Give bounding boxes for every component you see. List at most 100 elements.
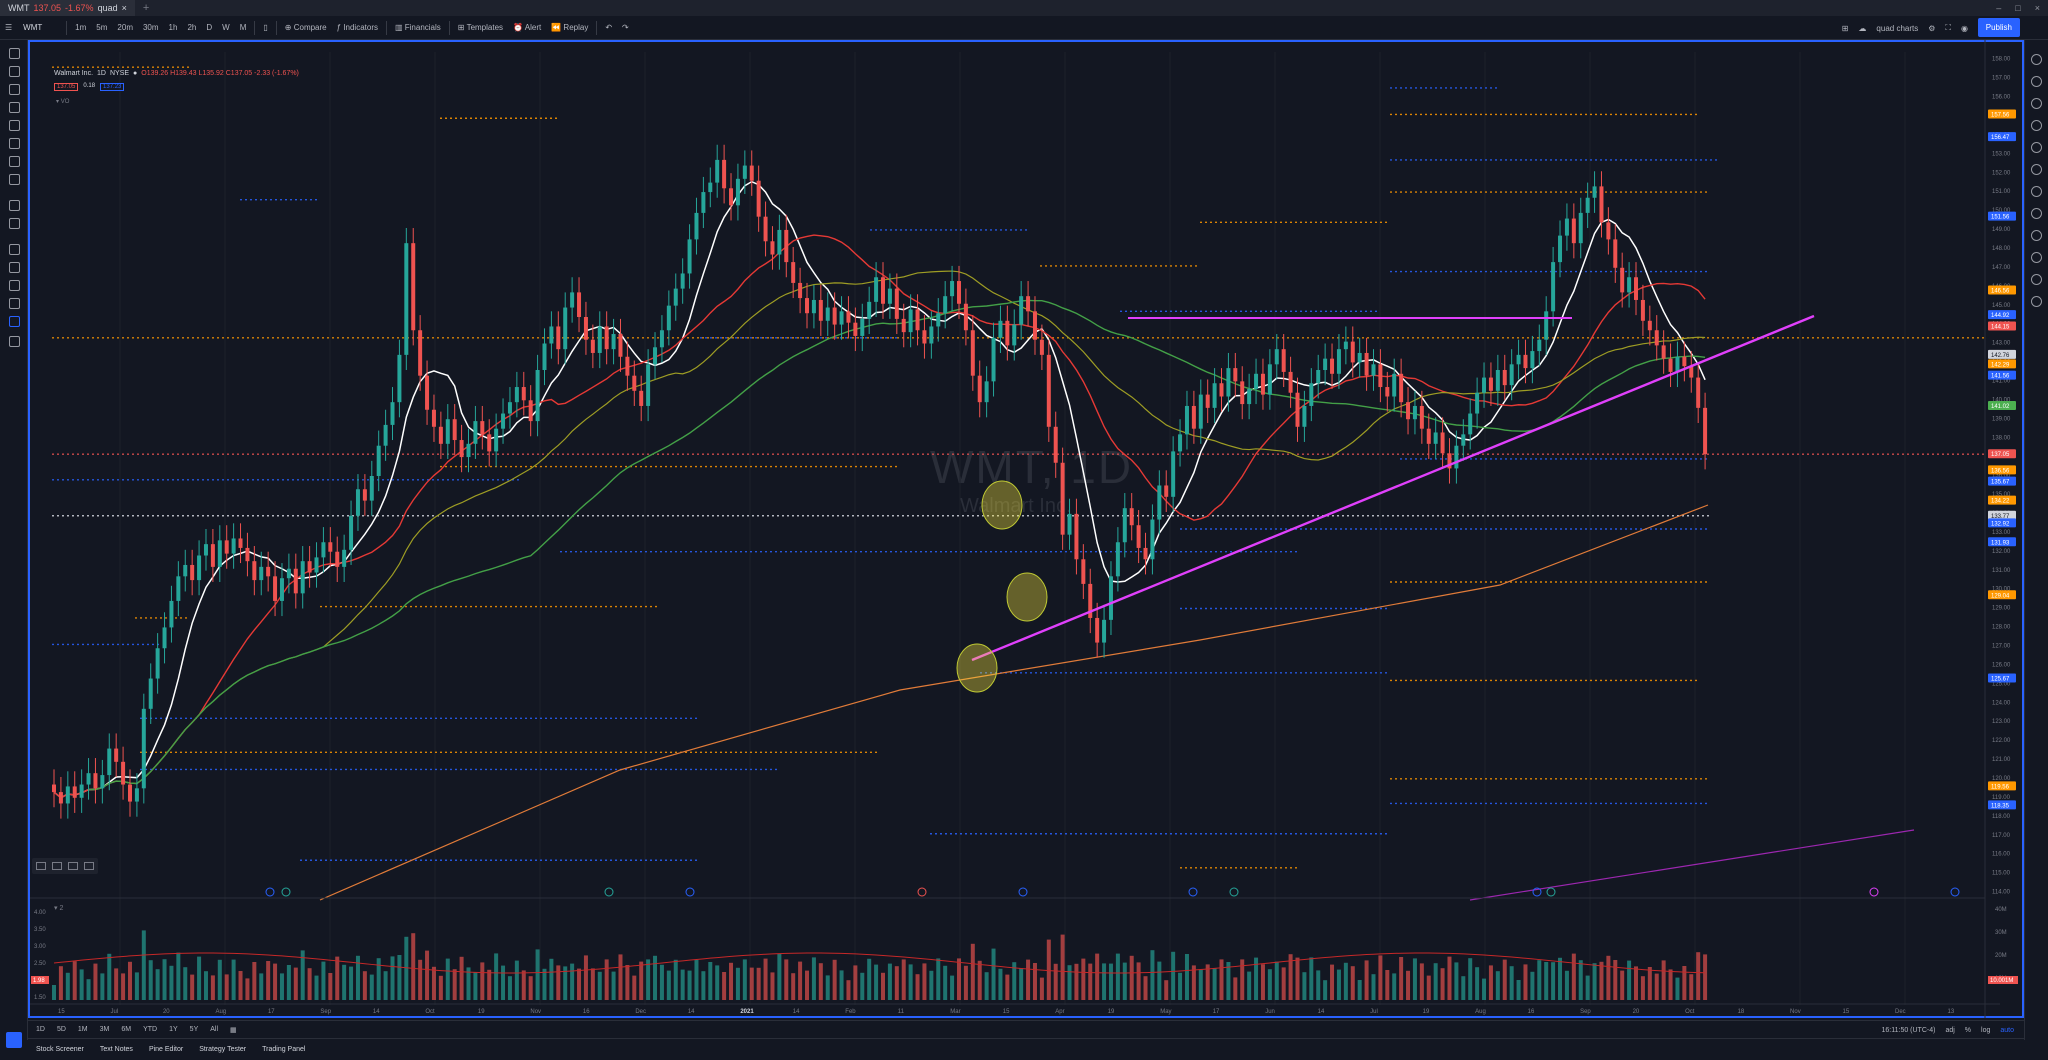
lock-icon[interactable] — [9, 280, 20, 291]
brush-icon[interactable] — [9, 102, 20, 113]
drag-icon[interactable] — [36, 862, 46, 870]
camera-icon[interactable]: ◉ — [1961, 23, 1968, 33]
notifications-icon[interactable] — [2031, 230, 2042, 241]
data-window-icon[interactable] — [2031, 98, 2042, 109]
trendline-icon[interactable] — [9, 66, 20, 77]
indicator-legend-toggle[interactable]: ▾ VO — [56, 99, 70, 105]
settings-icon[interactable]: ⚙ — [1928, 23, 1936, 33]
chart-tab[interactable]: WMT 137.05 -1.67% quad × — [0, 0, 135, 16]
streams-icon[interactable] — [2031, 186, 2042, 197]
hide-icon[interactable] — [9, 298, 20, 309]
tf-ytd[interactable]: YTD — [143, 1026, 158, 1033]
templates-button[interactable]: ⊞ Templates — [457, 23, 504, 32]
chats-icon[interactable] — [2031, 208, 2042, 219]
rect-icon[interactable] — [84, 862, 94, 870]
layout-grid-icon[interactable]: ⊞ — [1841, 23, 1849, 33]
price-tick: 121.00 — [1992, 757, 2011, 763]
tf-6m[interactable]: 6M — [121, 1026, 132, 1033]
magnet-icon[interactable] — [9, 244, 20, 255]
layout-name[interactable]: quad charts — [1876, 23, 1919, 33]
candle-type-icon[interactable]: ▯ — [263, 23, 268, 32]
tf-5y[interactable]: 5Y — [189, 1026, 199, 1033]
clock[interactable]: 16:11:50 (UTC-4) — [1881, 1026, 1936, 1034]
highlight-circle-2[interactable] — [1006, 572, 1048, 622]
window-close-icon[interactable]: × — [2034, 3, 2040, 13]
maximize-icon[interactable]: □ — [2015, 3, 2021, 13]
highlight-circle-3[interactable] — [956, 643, 998, 693]
new-tab-button[interactable]: + — [142, 2, 150, 14]
ask-button[interactable]: 137.23 — [100, 83, 125, 91]
tab-stock-screener[interactable]: Stock Screener — [36, 1046, 84, 1053]
date-range-icon[interactable]: ▦ — [230, 1026, 237, 1034]
calendar-icon[interactable] — [2031, 142, 2042, 153]
replay-button[interactable]: ⏪ Replay — [551, 23, 589, 32]
tf-all[interactable]: All — [210, 1026, 219, 1033]
highlight-circle-1[interactable] — [981, 480, 1023, 530]
tab-text-notes[interactable]: Text Notes — [99, 1046, 133, 1053]
bid-button[interactable]: 137.05 — [54, 83, 79, 91]
tf-5d[interactable]: 5D — [56, 1026, 66, 1033]
undo-icon[interactable]: ↶ — [605, 23, 613, 32]
dom-icon[interactable] — [2031, 274, 2042, 285]
drawings[interactable] — [956, 314, 1915, 901]
publish-button[interactable]: Publish — [1977, 18, 2020, 37]
alert-button[interactable]: ⏰ Alert — [513, 23, 542, 32]
indicators-button[interactable]: ƒ Indicators — [336, 23, 378, 32]
interval-2h[interactable]: 2h — [187, 23, 197, 32]
text-icon[interactable] — [9, 120, 20, 131]
tab-pine-editor[interactable]: Pine Editor — [148, 1046, 184, 1053]
trash-icon[interactable] — [9, 336, 20, 347]
lower-trendline[interactable] — [1469, 829, 1915, 901]
tab-strategy-tester[interactable]: Strategy Tester — [199, 1046, 247, 1053]
account-icon[interactable] — [6, 1032, 22, 1048]
lines-icon[interactable] — [52, 862, 62, 870]
symbol-search[interactable]: WMT — [23, 23, 43, 32]
adj-toggle[interactable]: adj — [1945, 1026, 1955, 1034]
signals-icon[interactable] — [2031, 296, 2042, 307]
eye-icon[interactable] — [9, 174, 20, 185]
ideas-icon[interactable] — [2031, 164, 2042, 175]
ellipse-icon[interactable] — [68, 862, 78, 870]
sync-icon[interactable] — [9, 316, 20, 327]
interval-d[interactable]: D — [206, 23, 213, 32]
stay-drawing-icon[interactable] — [9, 262, 20, 273]
close-icon[interactable]: × — [121, 3, 127, 13]
time-tick: Nov — [1790, 1009, 1801, 1015]
interval-30m[interactable]: 30m — [142, 23, 159, 32]
log-toggle[interactable]: log — [1981, 1026, 1991, 1034]
tf-1d[interactable]: 1D — [36, 1026, 45, 1033]
interval-20m[interactable]: 20m — [117, 23, 133, 32]
menu-icon[interactable]: ☰ — [5, 23, 13, 32]
interval-m[interactable]: M — [239, 23, 247, 32]
financials-button[interactable]: ▥ Financials — [394, 23, 441, 32]
tf-1m[interactable]: 1M — [77, 1026, 88, 1033]
crosshair-icon[interactable] — [9, 48, 20, 59]
fullscreen-icon[interactable]: ⛶ — [1945, 23, 1952, 32]
compare-button[interactable]: ⊕ Compare — [284, 23, 327, 32]
alerts-icon[interactable] — [2031, 76, 2042, 87]
tf-3m[interactable]: 3M — [99, 1026, 110, 1033]
ruler-icon[interactable] — [9, 200, 20, 211]
fib-icon[interactable] — [9, 84, 20, 95]
auto-toggle[interactable]: auto — [2000, 1026, 2014, 1034]
interval-1h[interactable]: 1h — [168, 23, 178, 32]
tf-1y[interactable]: 1Y — [169, 1026, 178, 1033]
chart-pane[interactable] — [28, 40, 2024, 1018]
hotlists-icon[interactable] — [2031, 120, 2042, 131]
tab-trading-panel[interactable]: Trading Panel — [262, 1046, 306, 1053]
volume-bar — [1468, 958, 1473, 1000]
watchlist-icon[interactable] — [2031, 54, 2042, 65]
interval-w[interactable]: W — [222, 23, 230, 32]
order-panel-icon[interactable] — [2031, 252, 2042, 263]
minimize-icon[interactable]: – — [1996, 3, 2002, 13]
volume-legend[interactable]: ▾ 2 — [54, 905, 64, 912]
pattern-icon[interactable] — [9, 138, 20, 149]
percent-toggle[interactable]: % — [1964, 1026, 1972, 1034]
prediction-icon[interactable] — [9, 156, 20, 167]
interval-5m[interactable]: 5m — [96, 23, 108, 32]
zoom-icon[interactable] — [9, 218, 20, 229]
redo-icon[interactable]: ↷ — [622, 23, 629, 32]
support-trendline[interactable] — [971, 314, 1815, 662]
interval-1m[interactable]: 1m — [75, 23, 87, 32]
